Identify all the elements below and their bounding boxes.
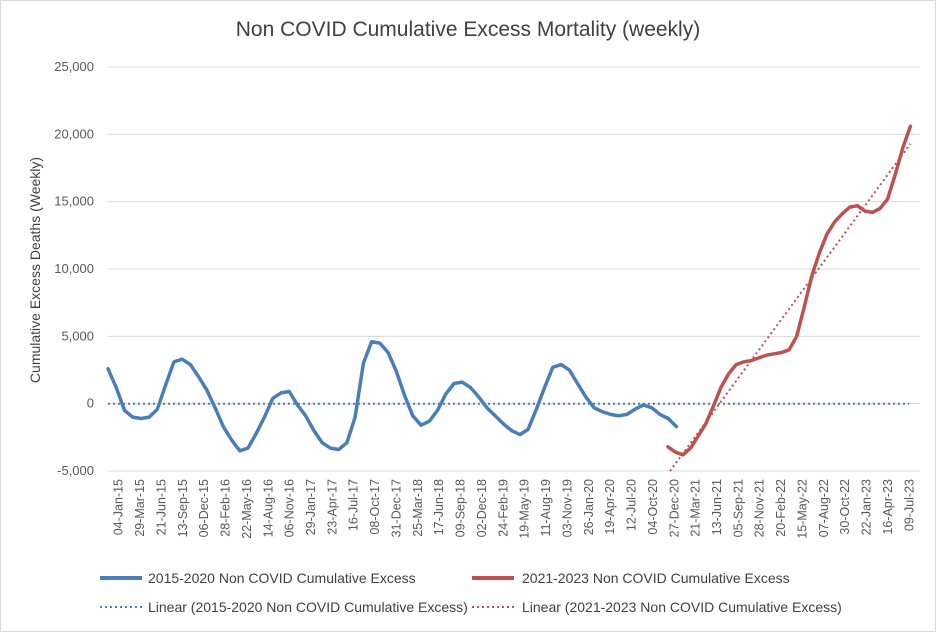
series-line-1: [106, 339, 679, 453]
x-tick-labels: 04-Jan-15 29-Mar-15 21-Jun-15 13-Sep-15 06-D…: [112, 479, 917, 539]
x-tick-label: 22-May-16: [240, 479, 254, 539]
x-tick-label: 04-Oct-20: [646, 479, 660, 535]
x-tick-label: 03-Nov-19: [560, 479, 574, 537]
y-tick-label: 5,000: [61, 328, 94, 343]
x-tick-label: 21-Jun-15: [154, 479, 168, 535]
x-tick-label: 20-Feb-22: [774, 479, 788, 537]
x-tick-label: 22-Jan-23: [860, 479, 874, 535]
x-tick-label: 25-Mar-18: [411, 479, 425, 537]
y-tick-label: 25,000: [54, 59, 94, 74]
x-tick-label: 31-Dec-17: [389, 479, 403, 537]
x-tick-label: 26-Jan-20: [582, 479, 596, 535]
x-tick-label: 11-Aug-19: [539, 479, 553, 536]
x-tick-label: 19-Apr-20: [603, 479, 617, 535]
x-tick-label: 06-Dec-15: [197, 479, 211, 537]
x-tick-label: 05-Sep-21: [731, 479, 745, 537]
y-tick-label: 15,000: [54, 194, 94, 209]
y-axis-label: Cumulative Excess Deaths (Weekly): [27, 157, 43, 383]
y-tick-label: 10,000: [54, 261, 94, 276]
x-tick-label: 30-Oct-22: [838, 479, 852, 535]
x-tick-label: 06-Nov-16: [283, 479, 297, 537]
x-tick-label: 13-Sep-15: [176, 479, 190, 537]
x-tick-label: 08-Oct-17: [368, 479, 382, 535]
x-tick-label: 16-Jul-17: [347, 479, 361, 531]
x-tick-label: 28-Feb-16: [219, 479, 233, 537]
x-tick-label: 21-Mar-21: [689, 479, 703, 537]
x-tick-label: 16-Apr-23: [881, 479, 895, 535]
legend-label-2: 2021-2023 Non COVID Cumulative Excess: [522, 570, 790, 586]
y-tick-labels: 25,000 20,000 15,000 10,000 5,000 0 -5,000: [54, 59, 94, 478]
y-tick-label: -5,000: [57, 463, 94, 478]
legend-label-4: Linear (2021-2023 Non COVID Cumulative E…: [522, 599, 842, 615]
x-tick-label: 04-Jan-15: [112, 479, 126, 535]
legend-label-3: Linear (2015-2020 Non COVID Cumulative E…: [148, 599, 468, 615]
series-line-4: [669, 143, 912, 472]
y-tick-label: 20,000: [54, 126, 94, 141]
x-tick-label: 13-Jun-21: [710, 479, 724, 535]
legend: 2015-2020 Non COVID Cumulative Excess 20…: [100, 570, 842, 615]
x-tick-label: 27-Dec-20: [667, 479, 681, 537]
x-tick-label: 17-Jun-18: [432, 479, 446, 535]
series-line-2: [666, 124, 913, 457]
legend-label-1: 2015-2020 Non COVID Cumulative Excess: [148, 570, 416, 586]
chart-title: Non COVID Cumulative Excess Mortality (w…: [235, 18, 701, 41]
x-tick-label: 07-Aug-22: [817, 479, 831, 537]
x-tick-label: 12-Jul-20: [625, 479, 639, 531]
x-tick-label: 19-May-19: [518, 479, 532, 539]
x-tick-label: 15-May-22: [795, 479, 809, 539]
x-tick-label: 29-Mar-15: [133, 479, 147, 537]
x-tick-label: 29-Jan-17: [304, 479, 318, 535]
grid-lines: [108, 66, 920, 472]
x-tick-label: 14-Aug-16: [261, 479, 275, 537]
x-tick-label: 23-Apr-17: [325, 479, 339, 535]
x-tick-label: 28-Nov-21: [753, 479, 767, 537]
x-tick-label: 24-Feb-19: [496, 479, 510, 537]
x-tick-label: 09-Sep-18: [454, 479, 468, 537]
x-tick-label: 09-Jul-23: [902, 479, 916, 531]
y-tick-label: 0: [87, 396, 94, 411]
series-lines: [106, 124, 913, 472]
x-tick-label: 02-Dec-18: [475, 479, 489, 537]
